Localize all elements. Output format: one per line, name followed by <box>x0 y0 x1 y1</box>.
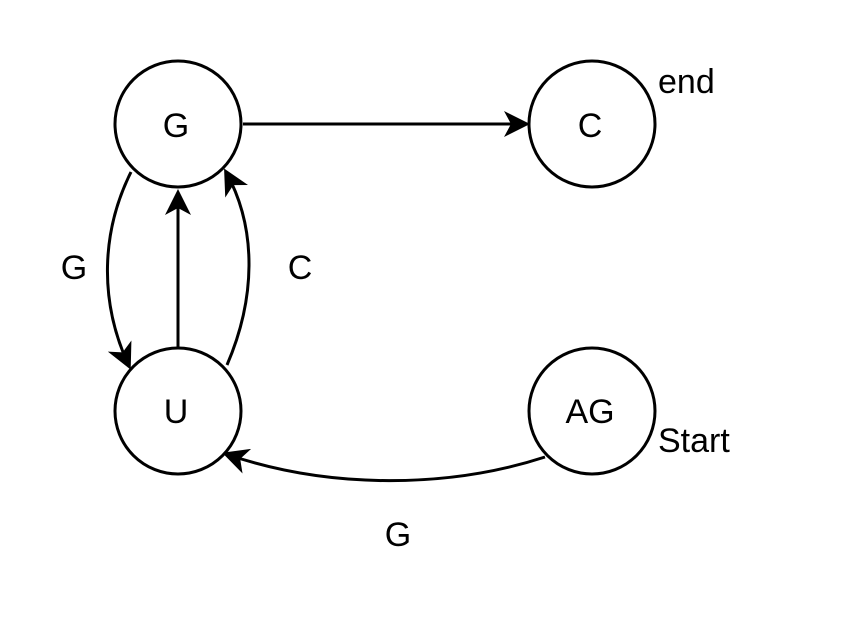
node-c-label: C <box>578 107 603 145</box>
node-g-label: G <box>163 107 189 145</box>
node-u: U <box>113 346 243 476</box>
end-annotation: end <box>658 63 715 101</box>
edge-u-to-g-curved <box>224 168 251 366</box>
node-g: G <box>113 59 243 189</box>
node-c: C <box>527 59 657 189</box>
edge-label-ag-to-u: G <box>385 516 411 554</box>
node-ag-label: AG <box>565 393 614 431</box>
edge-ag-to-u <box>222 448 546 483</box>
edge-label-g-to-u: G <box>61 249 87 287</box>
node-u-label: U <box>164 393 189 431</box>
node-ag: AG <box>527 346 657 476</box>
start-annotation: Start <box>658 422 730 460</box>
edge-g-to-u <box>105 171 133 370</box>
edge-label-u-to-g: C <box>288 249 313 287</box>
